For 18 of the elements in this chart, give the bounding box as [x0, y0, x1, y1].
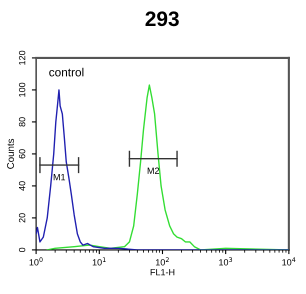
y-tick-label: 100 — [18, 82, 26, 97]
x-tick-label: 10$^{1}$ — [92, 257, 106, 266]
y-tick-label: 40 — [18, 181, 26, 191]
x-tick-label: 10$^{0}$ — [30, 257, 43, 266]
series-label: M1 — [54, 174, 66, 180]
y-tick-label: 20 — [18, 213, 26, 222]
y-tick-label: 0 — [18, 248, 26, 252]
series-label: M2 — [148, 168, 160, 174]
y-tick-label: 120 — [18, 50, 26, 65]
x-tick-label: 10$^{3}$ — [219, 257, 232, 266]
y-axis-title: Counts — [7, 138, 14, 169]
y-tick-label: 80 — [18, 117, 26, 127]
x-tick-label: 10$^{2}$ — [156, 257, 169, 266]
x-axis-title: FL1-H — [150, 269, 174, 276]
x-tick-label: 10$^{4}$ — [282, 257, 296, 266]
chart-title: 293 — [146, 11, 179, 26]
y-tick-label: 60 — [18, 149, 26, 158]
annotation: control — [49, 68, 84, 76]
